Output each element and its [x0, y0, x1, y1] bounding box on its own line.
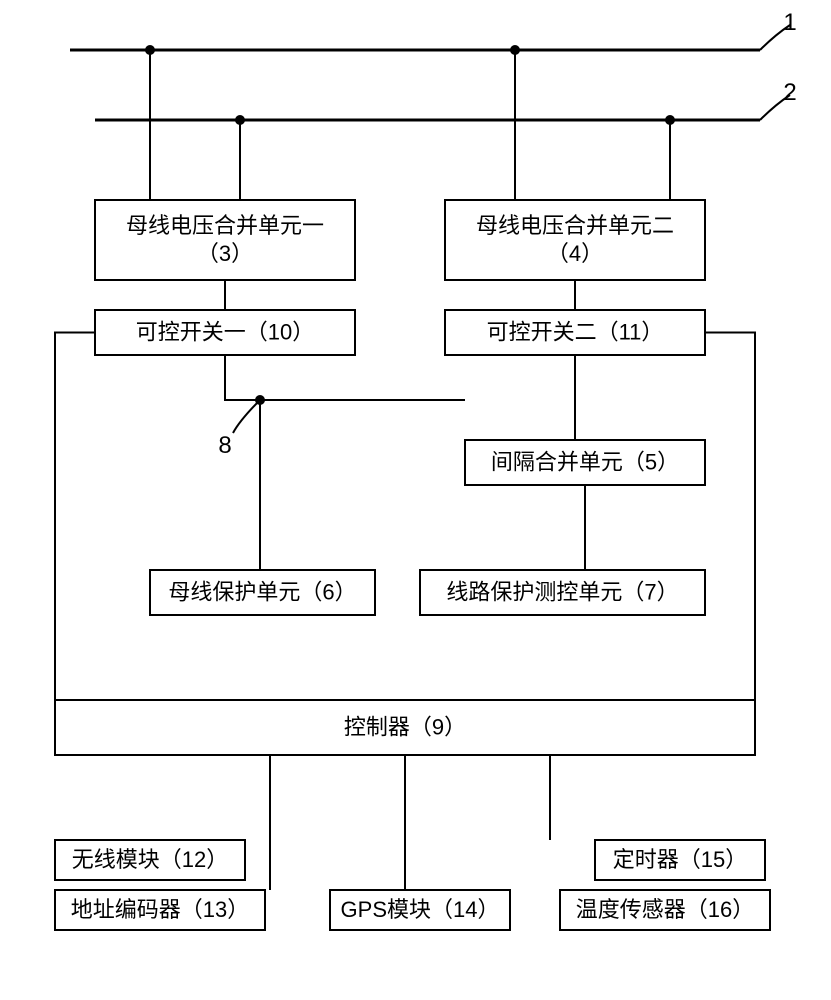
annot-8: 8 [218, 432, 231, 459]
box-timer-l1: 定时器（15） [613, 847, 747, 872]
box-addr-l1: 地址编码器（13） [71, 897, 249, 922]
connector [55, 333, 95, 701]
box-mu2-l1: 母线电压合并单元二 [476, 213, 674, 238]
connector [705, 333, 755, 701]
bus-annot-bus2: 2 [783, 79, 796, 106]
connector [225, 355, 260, 400]
bus-annot-bus1: 1 [783, 9, 796, 36]
box-gps-l1: GPS模块（14） [341, 897, 500, 922]
box-bay-l1: 间隔合并单元（5） [491, 449, 679, 474]
box-ctrl-l1: 控制器（9） [344, 714, 466, 739]
box-mu1-l2: （3） [197, 241, 253, 266]
box-mu1-l1: 母线电压合并单元一 [126, 213, 324, 238]
box-linep-l1: 线路保护测控单元（7） [446, 579, 678, 604]
box-wless-l1: 无线模块（12） [72, 847, 228, 872]
box-mu2-l2: （4） [547, 241, 603, 266]
leader-l2 [760, 95, 790, 120]
box-sw2-l1: 可控开关二（11） [487, 319, 664, 344]
leader-8 [233, 400, 260, 433]
box-busp-l1: 母线保护单元（6） [168, 579, 356, 604]
box-sw1-l1: 可控开关一（10） [136, 319, 314, 344]
leader-l1 [760, 25, 790, 50]
box-temp-l1: 温度传感器（16） [576, 897, 754, 922]
